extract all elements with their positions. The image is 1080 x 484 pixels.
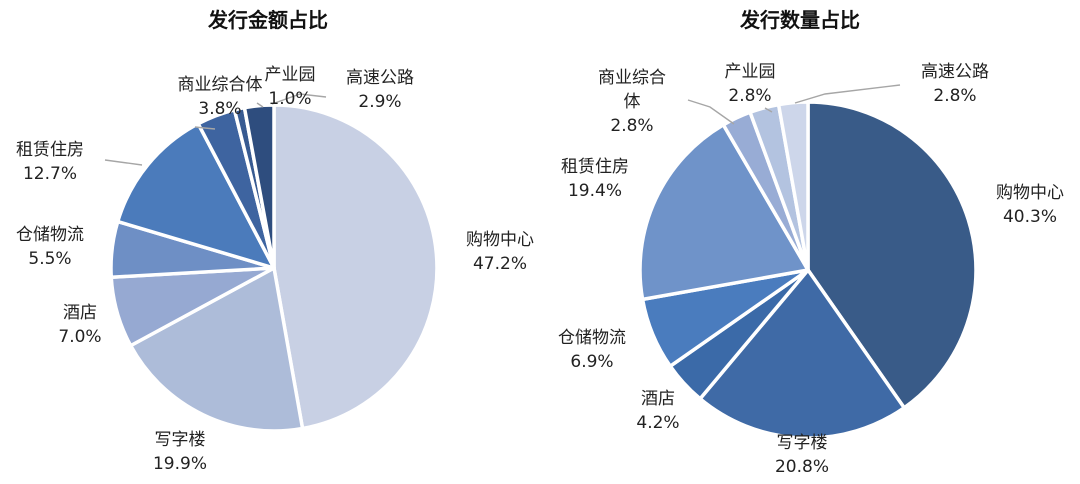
slice-value-text: 19.4% bbox=[568, 181, 622, 201]
slice-value-text: 2.8% bbox=[610, 116, 653, 136]
slice-value-text: 40.3% bbox=[1003, 207, 1057, 227]
slice-name-text: 酒店 bbox=[641, 389, 675, 409]
count-share-labels: 购物中心 40.3% 写字楼 20.8% 酒店 4.2% 仓储物流 6.9% 租赁住房 19.4%… bbox=[558, 62, 1064, 477]
count-slice-label-0: 购物中心 40.3% bbox=[996, 183, 1064, 227]
amount-slice-label-2: 酒店 7.0% bbox=[58, 303, 101, 347]
slice-name-text: 产业园 bbox=[725, 62, 776, 82]
count-leader-line-5 bbox=[687, 99, 735, 125]
amount-pie-slice-4 bbox=[116, 121, 276, 270]
count-slice-label-2: 酒店 4.2% bbox=[636, 389, 679, 433]
slice-name-text: 体 bbox=[624, 92, 641, 112]
count-slice-label-6: 产业园 2.8% bbox=[725, 62, 776, 106]
count-share-title: 发行数量占比 bbox=[739, 8, 860, 32]
amount-leader-line-5 bbox=[194, 126, 216, 130]
amount-share-chart: 发行金额占比 购物中心 47.2% 写字楼 19.9% 酒店 7.0% 仓储物流 5.5% 租赁… bbox=[16, 8, 534, 474]
amount-leader-line-4 bbox=[104, 159, 143, 166]
amount-leader-line-7 bbox=[271, 93, 327, 105]
count-share-leader-lines bbox=[687, 84, 901, 125]
slice-name-text: 商业综合 bbox=[598, 68, 666, 88]
slice-value-text: 6.9% bbox=[570, 352, 613, 372]
slice-value-text: 3.8% bbox=[198, 99, 241, 119]
slice-value-text: 2.8% bbox=[728, 86, 771, 106]
count-pie-slice-4 bbox=[638, 123, 810, 302]
slice-name-text: 写字楼 bbox=[155, 430, 206, 450]
slice-name-text: 高速公路 bbox=[346, 68, 414, 88]
slice-name-text: 购物中心 bbox=[466, 230, 534, 250]
amount-share-slices bbox=[109, 103, 439, 433]
slice-value-text: 47.2% bbox=[473, 254, 527, 274]
slice-name-text: 购物中心 bbox=[996, 183, 1064, 203]
slice-name-text: 租赁住房 bbox=[561, 157, 629, 177]
slice-name-text: 写字楼 bbox=[777, 433, 828, 453]
slice-name-text: 商业综合体 bbox=[178, 75, 263, 95]
slice-value-text: 4.2% bbox=[636, 413, 679, 433]
slice-value-text: 5.5% bbox=[28, 249, 71, 269]
slice-value-text: 12.7% bbox=[23, 164, 77, 184]
count-slice-label-1: 写字楼 20.8% bbox=[775, 433, 829, 477]
amount-slice-label-3: 仓储物流 5.5% bbox=[16, 225, 84, 269]
count-share-chart: 发行数量占比 购物中心 40.3% 写字楼 20.8% 酒店 4.2% 仓储物流 6.9% 租赁… bbox=[558, 8, 1064, 477]
count-slice-label-4: 租赁住房 19.4% bbox=[561, 157, 629, 201]
count-leader-line-7 bbox=[794, 84, 901, 104]
amount-pie-slice-0 bbox=[272, 103, 439, 431]
amount-share-leader-lines bbox=[104, 93, 327, 166]
slice-name-text: 仓储物流 bbox=[16, 225, 84, 245]
amount-pie-slice-1 bbox=[128, 266, 305, 433]
count-pie-slice-7 bbox=[776, 100, 810, 272]
slice-value-text: 1.0% bbox=[268, 89, 311, 109]
count-slice-label-5: 商业综合体 2.8% bbox=[598, 68, 666, 136]
amount-slice-label-5: 商业综合体 3.8% bbox=[178, 75, 263, 119]
slice-value-text: 2.8% bbox=[933, 86, 976, 106]
amount-pie-slice-7 bbox=[242, 103, 276, 270]
count-share-slices bbox=[638, 100, 978, 440]
amount-slice-label-4: 租赁住房 12.7% bbox=[16, 140, 84, 184]
slice-name-text: 产业园 bbox=[265, 65, 316, 85]
count-pie-slice-1 bbox=[698, 268, 906, 440]
slice-name-text: 酒店 bbox=[63, 303, 97, 323]
slice-name-text: 仓储物流 bbox=[558, 328, 626, 348]
slice-value-text: 2.9% bbox=[358, 92, 401, 112]
amount-slice-label-0: 购物中心 47.2% bbox=[466, 230, 534, 274]
amount-share-labels: 购物中心 47.2% 写字楼 19.9% 酒店 7.0% 仓储物流 5.5% 租赁住房 12.7%… bbox=[16, 65, 534, 474]
count-slice-label-7: 高速公路 2.8% bbox=[921, 62, 989, 106]
slice-name-text: 高速公路 bbox=[921, 62, 989, 82]
count-pie-slice-0 bbox=[806, 100, 978, 410]
amount-share-title: 发行金额占比 bbox=[207, 8, 328, 32]
slice-name-text: 租赁住房 bbox=[16, 140, 84, 160]
amount-slice-label-7: 高速公路 2.9% bbox=[346, 68, 414, 112]
count-leader-line-6 bbox=[764, 107, 773, 113]
slice-value-text: 7.0% bbox=[58, 327, 101, 347]
amount-leader-line-6 bbox=[256, 102, 264, 108]
count-slice-label-3: 仓储物流 6.9% bbox=[558, 328, 626, 372]
amount-slice-label-6: 产业园 1.0% bbox=[265, 65, 316, 109]
slice-value-text: 19.9% bbox=[153, 454, 207, 474]
slice-value-text: 20.8% bbox=[775, 457, 829, 477]
amount-slice-label-1: 写字楼 19.9% bbox=[153, 430, 207, 474]
